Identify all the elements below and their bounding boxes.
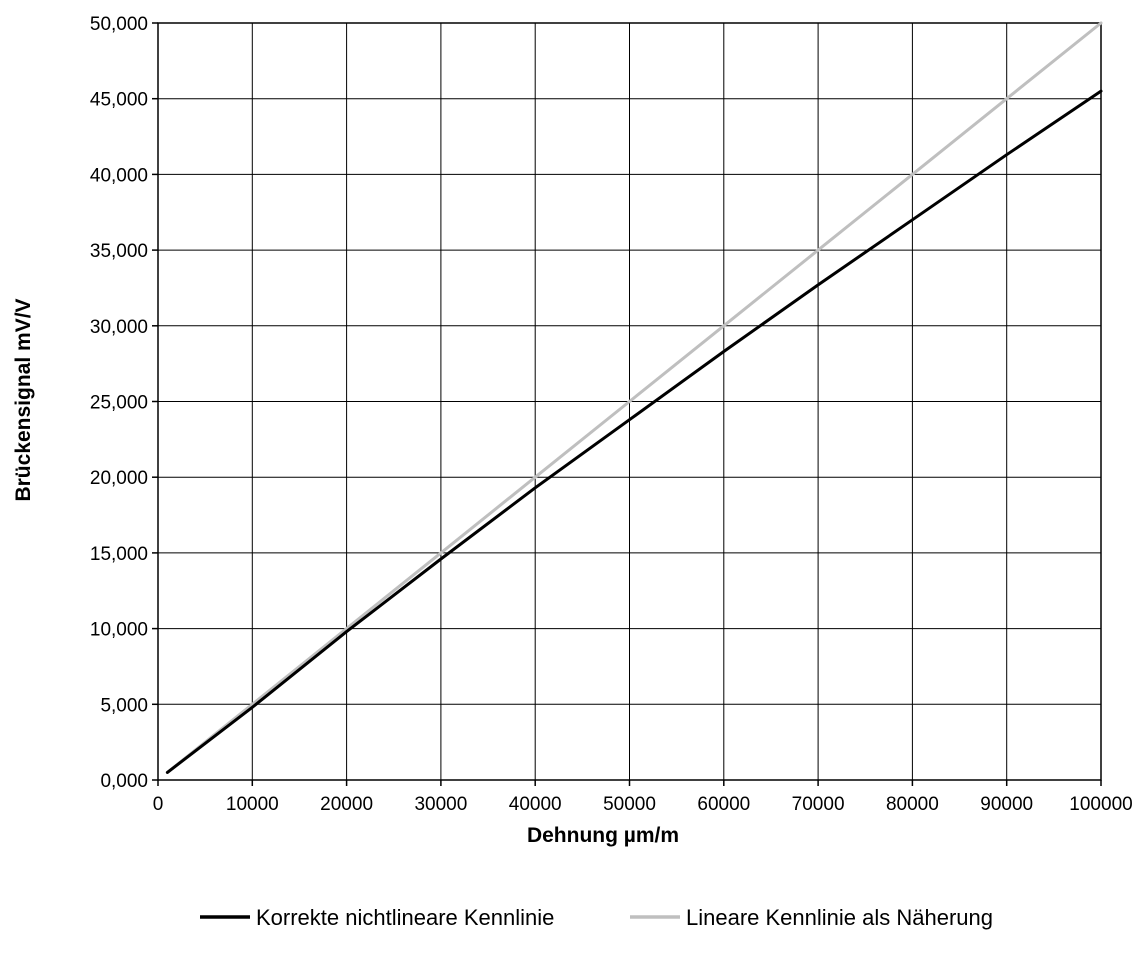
y-tick-label: 20,000 xyxy=(90,468,148,489)
y-tick-label: 15,000 xyxy=(90,544,148,565)
x-tick-label: 100000 xyxy=(1069,794,1132,815)
x-tick-label: 60000 xyxy=(697,794,750,815)
series-line-linear xyxy=(165,21,1103,774)
x-tick-label: 90000 xyxy=(980,794,1033,815)
y-tick-label: 30,000 xyxy=(90,317,148,338)
x-tick-label: 70000 xyxy=(792,794,845,815)
y-axis: 0,000 5,000 10,000 15,000 20,000 25,000 30,000… xyxy=(90,14,158,792)
y-tick-label: 0,000 xyxy=(100,771,148,792)
x-tick-label: 20000 xyxy=(320,794,373,815)
x-axis: 0 10000 20000 30000 40000 50000 60000 70000 8000… xyxy=(153,780,1133,815)
y-axis-title: Brückensignal mV/V xyxy=(12,298,35,501)
y-tick-label: 45,000 xyxy=(90,90,148,111)
x-tick-label: 30000 xyxy=(414,794,467,815)
legend-label-linear: Lineare Kennlinie als Näherung xyxy=(686,905,993,930)
x-tick-label: 40000 xyxy=(509,794,562,815)
y-tick-label: 25,000 xyxy=(90,393,148,414)
legend: Korrekte nichtlineare Kennlinie Lineare … xyxy=(200,905,993,930)
y-tick-label: 40,000 xyxy=(90,165,148,186)
x-tick-label: 50000 xyxy=(603,794,656,815)
series-line-nonlinear xyxy=(165,89,1103,774)
y-tick-label: 10,000 xyxy=(90,620,148,641)
series-layer xyxy=(165,21,1103,774)
y-tick-label: 50,000 xyxy=(90,14,148,35)
legend-label-nonlinear: Korrekte nichtlineare Kennlinie xyxy=(256,905,554,930)
x-tick-label: 0 xyxy=(153,794,164,815)
y-tick-label: 5,000 xyxy=(100,695,148,716)
x-axis-title: Dehnung µm/m xyxy=(527,824,679,847)
x-tick-label: 80000 xyxy=(886,794,939,815)
x-tick-label: 10000 xyxy=(226,794,279,815)
y-tick-label: 35,000 xyxy=(90,241,148,262)
